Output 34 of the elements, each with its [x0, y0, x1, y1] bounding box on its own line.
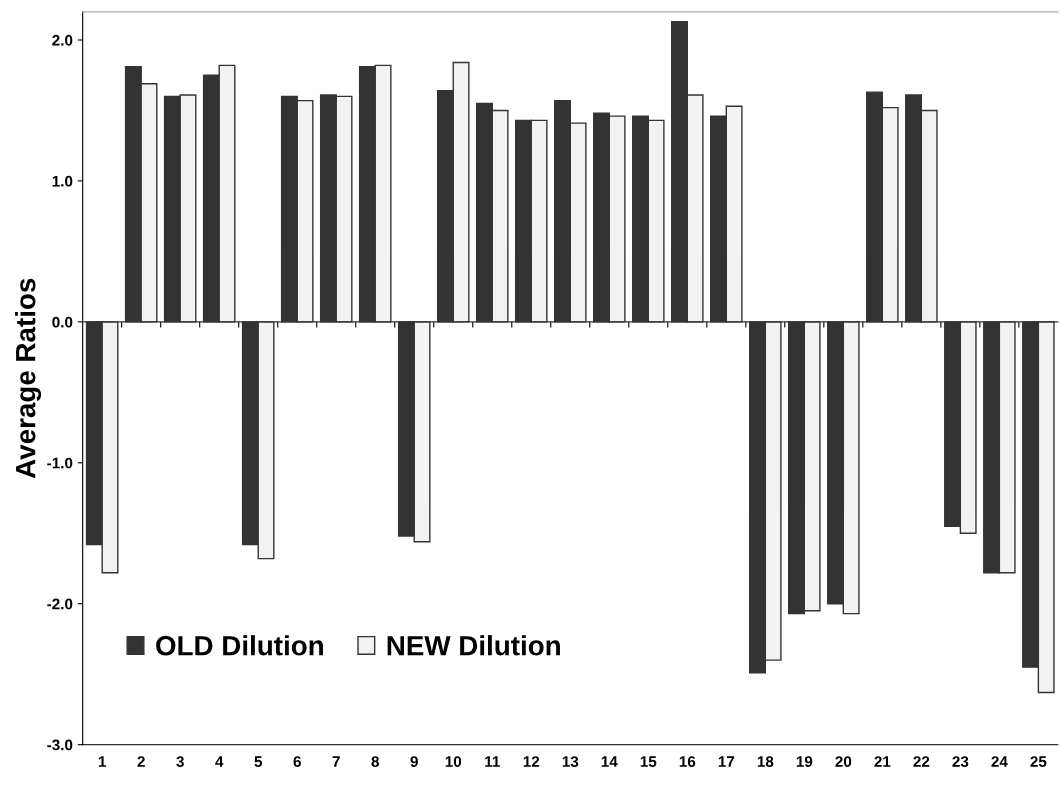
y-tick-label: -1.0	[47, 457, 73, 469]
x-tick-label: 22	[913, 756, 930, 767]
x-tick-label: 16	[679, 756, 696, 767]
x-tick-label: 10	[445, 756, 462, 767]
x-tick-label: 20	[835, 756, 852, 767]
x-tick-label: 23	[952, 756, 969, 768]
x-tick-label: 17	[718, 756, 735, 767]
x-tick-label: 21	[874, 756, 891, 767]
x-tick-label: 14	[601, 756, 618, 767]
y-tick-label: -2.0	[47, 598, 73, 610]
x-tick-label: 4	[215, 756, 224, 767]
x-tick-label: 8	[371, 756, 380, 767]
x-tick-label: 6	[293, 756, 301, 767]
x-tick-label: 3	[176, 756, 184, 768]
x-tick-label: 11	[485, 756, 500, 767]
x-tick-label: 13	[562, 756, 579, 768]
x-tick-label: 2	[137, 756, 145, 767]
x-tick-label: 9	[410, 756, 418, 767]
legend-label: OLD Dilution	[156, 635, 323, 656]
x-tick-label: 1	[98, 756, 107, 767]
x-tick-label: 12	[523, 756, 540, 767]
y-tick-label: 2.0	[52, 34, 73, 46]
x-tick-label: 25	[1030, 756, 1047, 767]
x-tick-label: 15	[640, 756, 657, 767]
y-tick-label: 0.0	[52, 316, 73, 328]
x-tick-label: 19	[796, 756, 813, 767]
y-tick-label: 1.0	[52, 175, 73, 187]
legend-label: NEW Dilution	[387, 635, 560, 656]
x-tick-label: 24	[991, 756, 1008, 767]
x-tick-label: 7	[332, 756, 340, 767]
y-axis-title: Average Ratios	[15, 278, 42, 479]
y-tick-label: -3.0	[47, 739, 73, 751]
x-tick-label: 5	[254, 756, 263, 767]
x-tick-label: 18	[757, 756, 774, 767]
